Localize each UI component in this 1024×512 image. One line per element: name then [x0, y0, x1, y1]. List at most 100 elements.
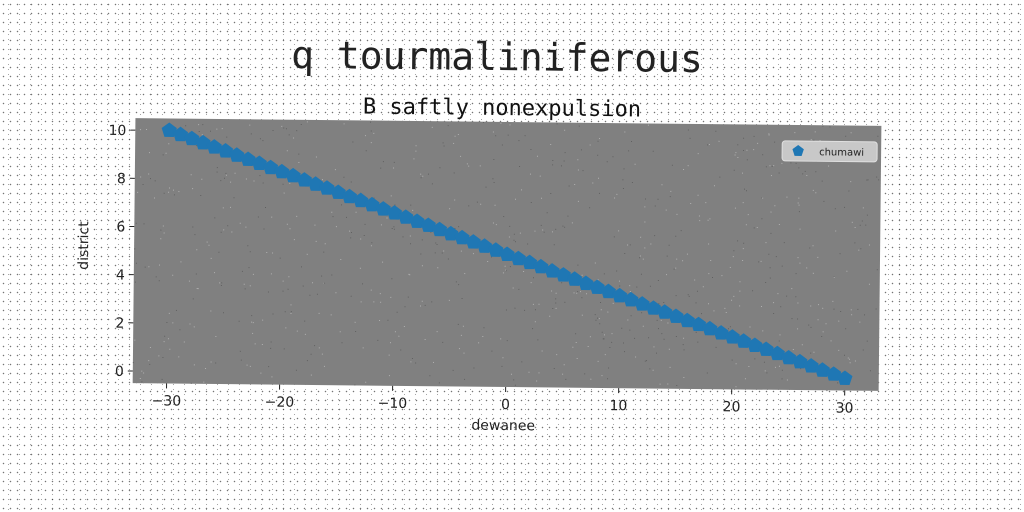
plot-noise-dot [654, 235, 656, 237]
plot-noise-dot [616, 270, 618, 272]
plot-noise-dot [227, 225, 229, 227]
y-axis-label: district [76, 221, 93, 270]
plot-noise-dot [142, 183, 144, 185]
plot-noise-dot [694, 279, 696, 281]
plot-noise-dot [757, 142, 759, 144]
plot-noise-dot [659, 383, 661, 385]
plot-noise-dot [572, 346, 574, 348]
plot-noise-dot [774, 141, 776, 143]
plot-noise-dot [810, 326, 812, 328]
plot-noise-dot [203, 381, 205, 383]
plot-noise-dot [432, 361, 435, 363]
scatter-point [330, 184, 346, 199]
plot-noise-dot [534, 230, 536, 232]
plot-noise-dot [514, 307, 516, 309]
plot-noise-dot [262, 182, 264, 184]
scatter-point [240, 151, 256, 167]
plot-noise-dot [661, 333, 663, 335]
plot-noise-dot [316, 293, 318, 295]
plot-noise-dot [561, 282, 563, 284]
plot-noise-dot [774, 366, 776, 368]
plot-noise-dot [550, 144, 552, 146]
plot-noise-dot [390, 342, 392, 344]
plot-noise-dot [708, 303, 710, 305]
plot-noise-dot [296, 130, 298, 132]
plot-noise-dot [571, 222, 573, 224]
plot-noise-dot [580, 291, 582, 293]
plot-noise-dot [624, 131, 626, 133]
scatter-point [780, 349, 797, 365]
plot-noise-dot [596, 317, 598, 319]
plot-noise-dot [640, 273, 642, 275]
scatter-point [499, 246, 515, 262]
plot-noise-dot [652, 369, 654, 371]
plot-noise-dot [168, 191, 170, 193]
plot-noise-dot [828, 165, 830, 167]
plot-noise-dot [629, 285, 631, 287]
plot-noise-dot [731, 359, 733, 361]
plot-noise-dot [577, 291, 579, 293]
plot-noise-dot [370, 289, 372, 291]
plot-noise-dot [139, 377, 141, 379]
scatter-point [296, 172, 313, 187]
plot-noise-dot [513, 239, 515, 241]
plot-noise-dot [552, 164, 554, 166]
plot-noise-dot [321, 275, 323, 277]
plot-noise-dot [773, 302, 775, 304]
plot-noise-dot [254, 343, 256, 345]
plot-noise-dot [550, 193, 552, 195]
scatter-point [172, 126, 189, 142]
plot-noise-dot [238, 320, 240, 322]
plot-noise-dot [773, 312, 775, 315]
plot-noise-dot [586, 293, 588, 295]
plot-noise-dot [600, 309, 602, 311]
plot-noise-dot [862, 207, 864, 209]
plot-noise-dot [627, 244, 629, 246]
plot-noise-dot [839, 253, 841, 255]
plot-noise-dot [193, 364, 195, 366]
plot-noise-dot [350, 231, 352, 233]
plot-noise-dot [198, 130, 200, 132]
plot-noise-dot [427, 173, 429, 175]
plot-noise-dot [708, 144, 710, 146]
scatter-points [161, 122, 853, 385]
plot-noise-dot [480, 203, 482, 205]
plot-noise-dot [270, 341, 272, 343]
plot-noise-dot [648, 337, 650, 339]
plot-noise-dot [817, 319, 819, 321]
plot-noise-dot [521, 361, 523, 363]
plot-noise-dot [823, 200, 825, 202]
plot-noise-dot [394, 331, 396, 333]
plot-noise-dot [732, 256, 734, 258]
plot-noise-dot [794, 132, 796, 134]
plot-noise-dot [249, 251, 251, 253]
scatter-point [567, 271, 583, 286]
plot-noise-dot [739, 281, 741, 283]
plot-noise-dot [192, 298, 194, 300]
plot-noise-dot [507, 134, 509, 136]
plot-noise-dot [604, 354, 606, 356]
plot-noise-dot [644, 206, 646, 208]
plot-noise-dot [420, 253, 422, 255]
plot-noise-dot [247, 245, 249, 247]
scatter-point [341, 188, 358, 204]
plot-noise-dot [719, 176, 721, 178]
plot-noise-dot [360, 238, 362, 240]
plot-noise-dot [597, 154, 599, 156]
plot-noise-dot [670, 190, 672, 192]
plot-noise-dot [589, 207, 591, 209]
plot-noise-dot [612, 156, 614, 158]
plot-noise-dot [705, 202, 707, 204]
plot-noise-dot [812, 189, 814, 191]
plot-noise-dot [795, 296, 797, 298]
plot-noise-dot [379, 319, 381, 321]
plot-noise-dot [509, 225, 511, 227]
plot-noise-dot [483, 327, 485, 329]
plot-noise-dot [306, 360, 308, 362]
plot-noise-dot [201, 134, 203, 136]
plot-noise-dot [146, 129, 148, 131]
plot-noise-dot [539, 175, 541, 177]
scatter-point [217, 143, 234, 158]
x-tick-label: 30 [836, 400, 854, 416]
